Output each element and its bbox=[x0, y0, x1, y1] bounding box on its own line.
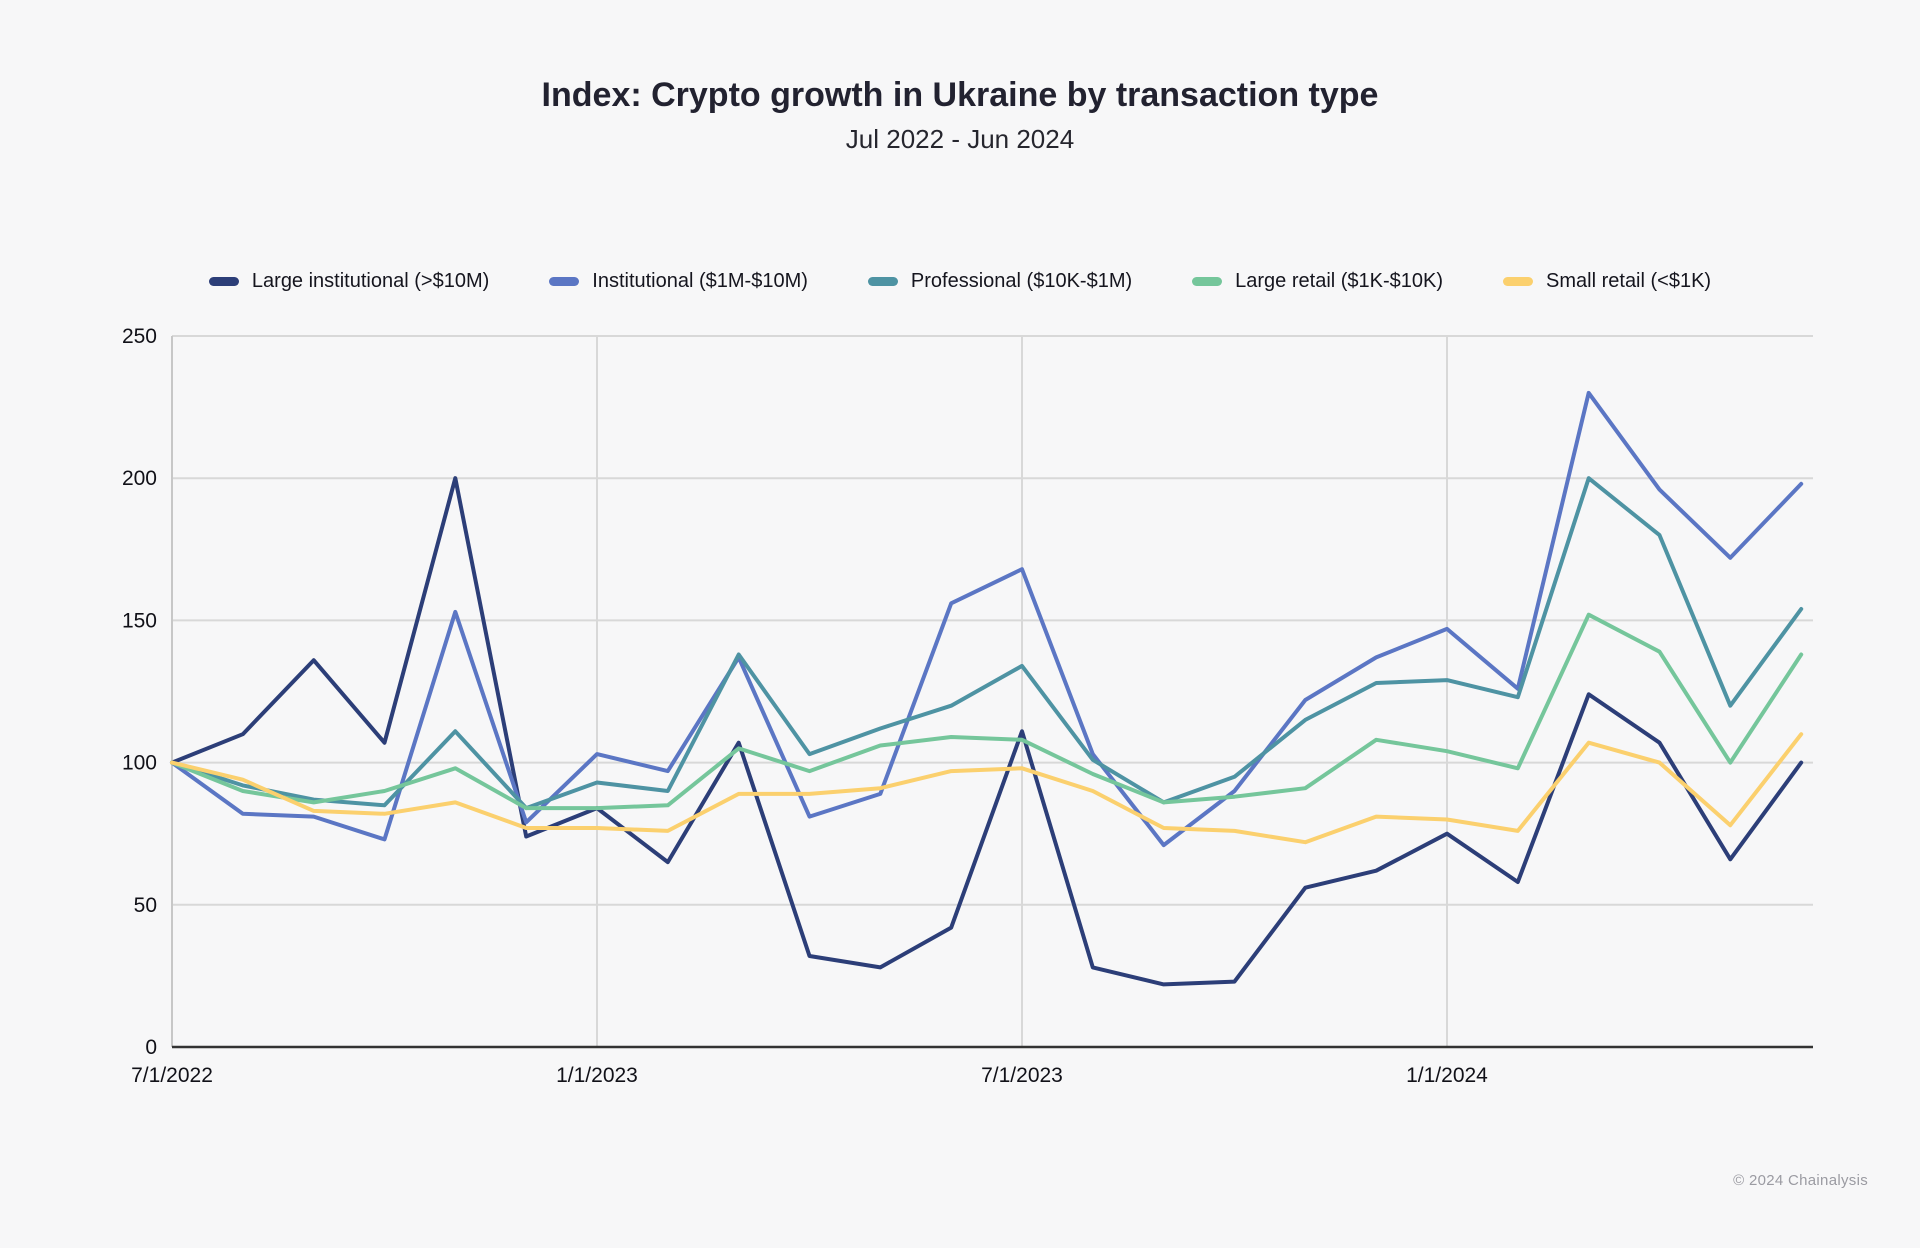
series-line-small-retail-1k bbox=[170, 732, 1804, 845]
y-tick-label-0: 0 bbox=[145, 1036, 157, 1059]
legend-label-large-institutional-10m: Large institutional (>$10M) bbox=[251, 270, 490, 292]
chart-legend: Large institutional (>$10M) Institutional… bbox=[0, 270, 1920, 293]
legend-swatch-large-retail-1k-10k bbox=[1192, 277, 1223, 286]
legend-item-professional-10k-1m: Professional ($10K-$1M) bbox=[867, 270, 1133, 293]
series-line-institutional-1m-10m bbox=[170, 390, 1804, 848]
y-tick-label-100: 100 bbox=[122, 752, 157, 775]
legend-swatch-professional-10k-1m bbox=[867, 277, 898, 286]
legend-label-small-retail-1k: Small retail (<$1K) bbox=[1546, 270, 1712, 292]
y-tick-label-250: 250 bbox=[122, 325, 157, 348]
series-line-large-institutional-10m bbox=[170, 476, 1804, 987]
legend-item-large-retail-1k-10k: Large retail ($1K-$10K) bbox=[1192, 270, 1443, 293]
series-line-large-retail-1k-10k bbox=[170, 612, 1804, 811]
x-tick-label-1-1-2023: 1/1/2023 bbox=[556, 1064, 638, 1087]
x-tick-label-7-1-2022: 7/1/2022 bbox=[131, 1064, 213, 1087]
legend-item-institutional-1m-10m: Institutional ($1M-$10M) bbox=[549, 270, 808, 293]
series-line-professional-10k-1m bbox=[170, 476, 1804, 811]
x-tick-label-1-1-2024: 1/1/2024 bbox=[1406, 1064, 1488, 1087]
legend-item-large-institutional-10m: Large institutional (>$10M) bbox=[208, 270, 490, 293]
y-tick-label-150: 150 bbox=[122, 609, 157, 632]
y-tick-label-200: 200 bbox=[122, 467, 157, 490]
legend-swatch-institutional-1m-10m bbox=[549, 277, 580, 286]
chart-title: Index: Crypto growth in Ukraine by trans… bbox=[541, 76, 1379, 114]
chart-subtitle: Jul 2022 - Jun 2024 bbox=[845, 124, 1075, 154]
legend-swatch-large-institutional-10m bbox=[208, 277, 239, 286]
legend-label-large-retail-1k-10k: Large retail ($1K-$10K) bbox=[1235, 270, 1444, 292]
legend-swatch-small-retail-1k bbox=[1503, 277, 1534, 286]
y-tick-label-50: 50 bbox=[134, 894, 157, 917]
legend-label-professional-10k-1m: Professional ($10K-$1M) bbox=[910, 270, 1133, 292]
copyright-text: © 2024 Chainalysis bbox=[1733, 1172, 1868, 1189]
legend-item-small-retail-1k: Small retail (<$1K) bbox=[1503, 270, 1711, 293]
legend-label-institutional-1m-10m: Institutional ($1M-$10M) bbox=[592, 270, 808, 292]
x-tick-label-7-1-2023: 7/1/2023 bbox=[981, 1064, 1063, 1087]
